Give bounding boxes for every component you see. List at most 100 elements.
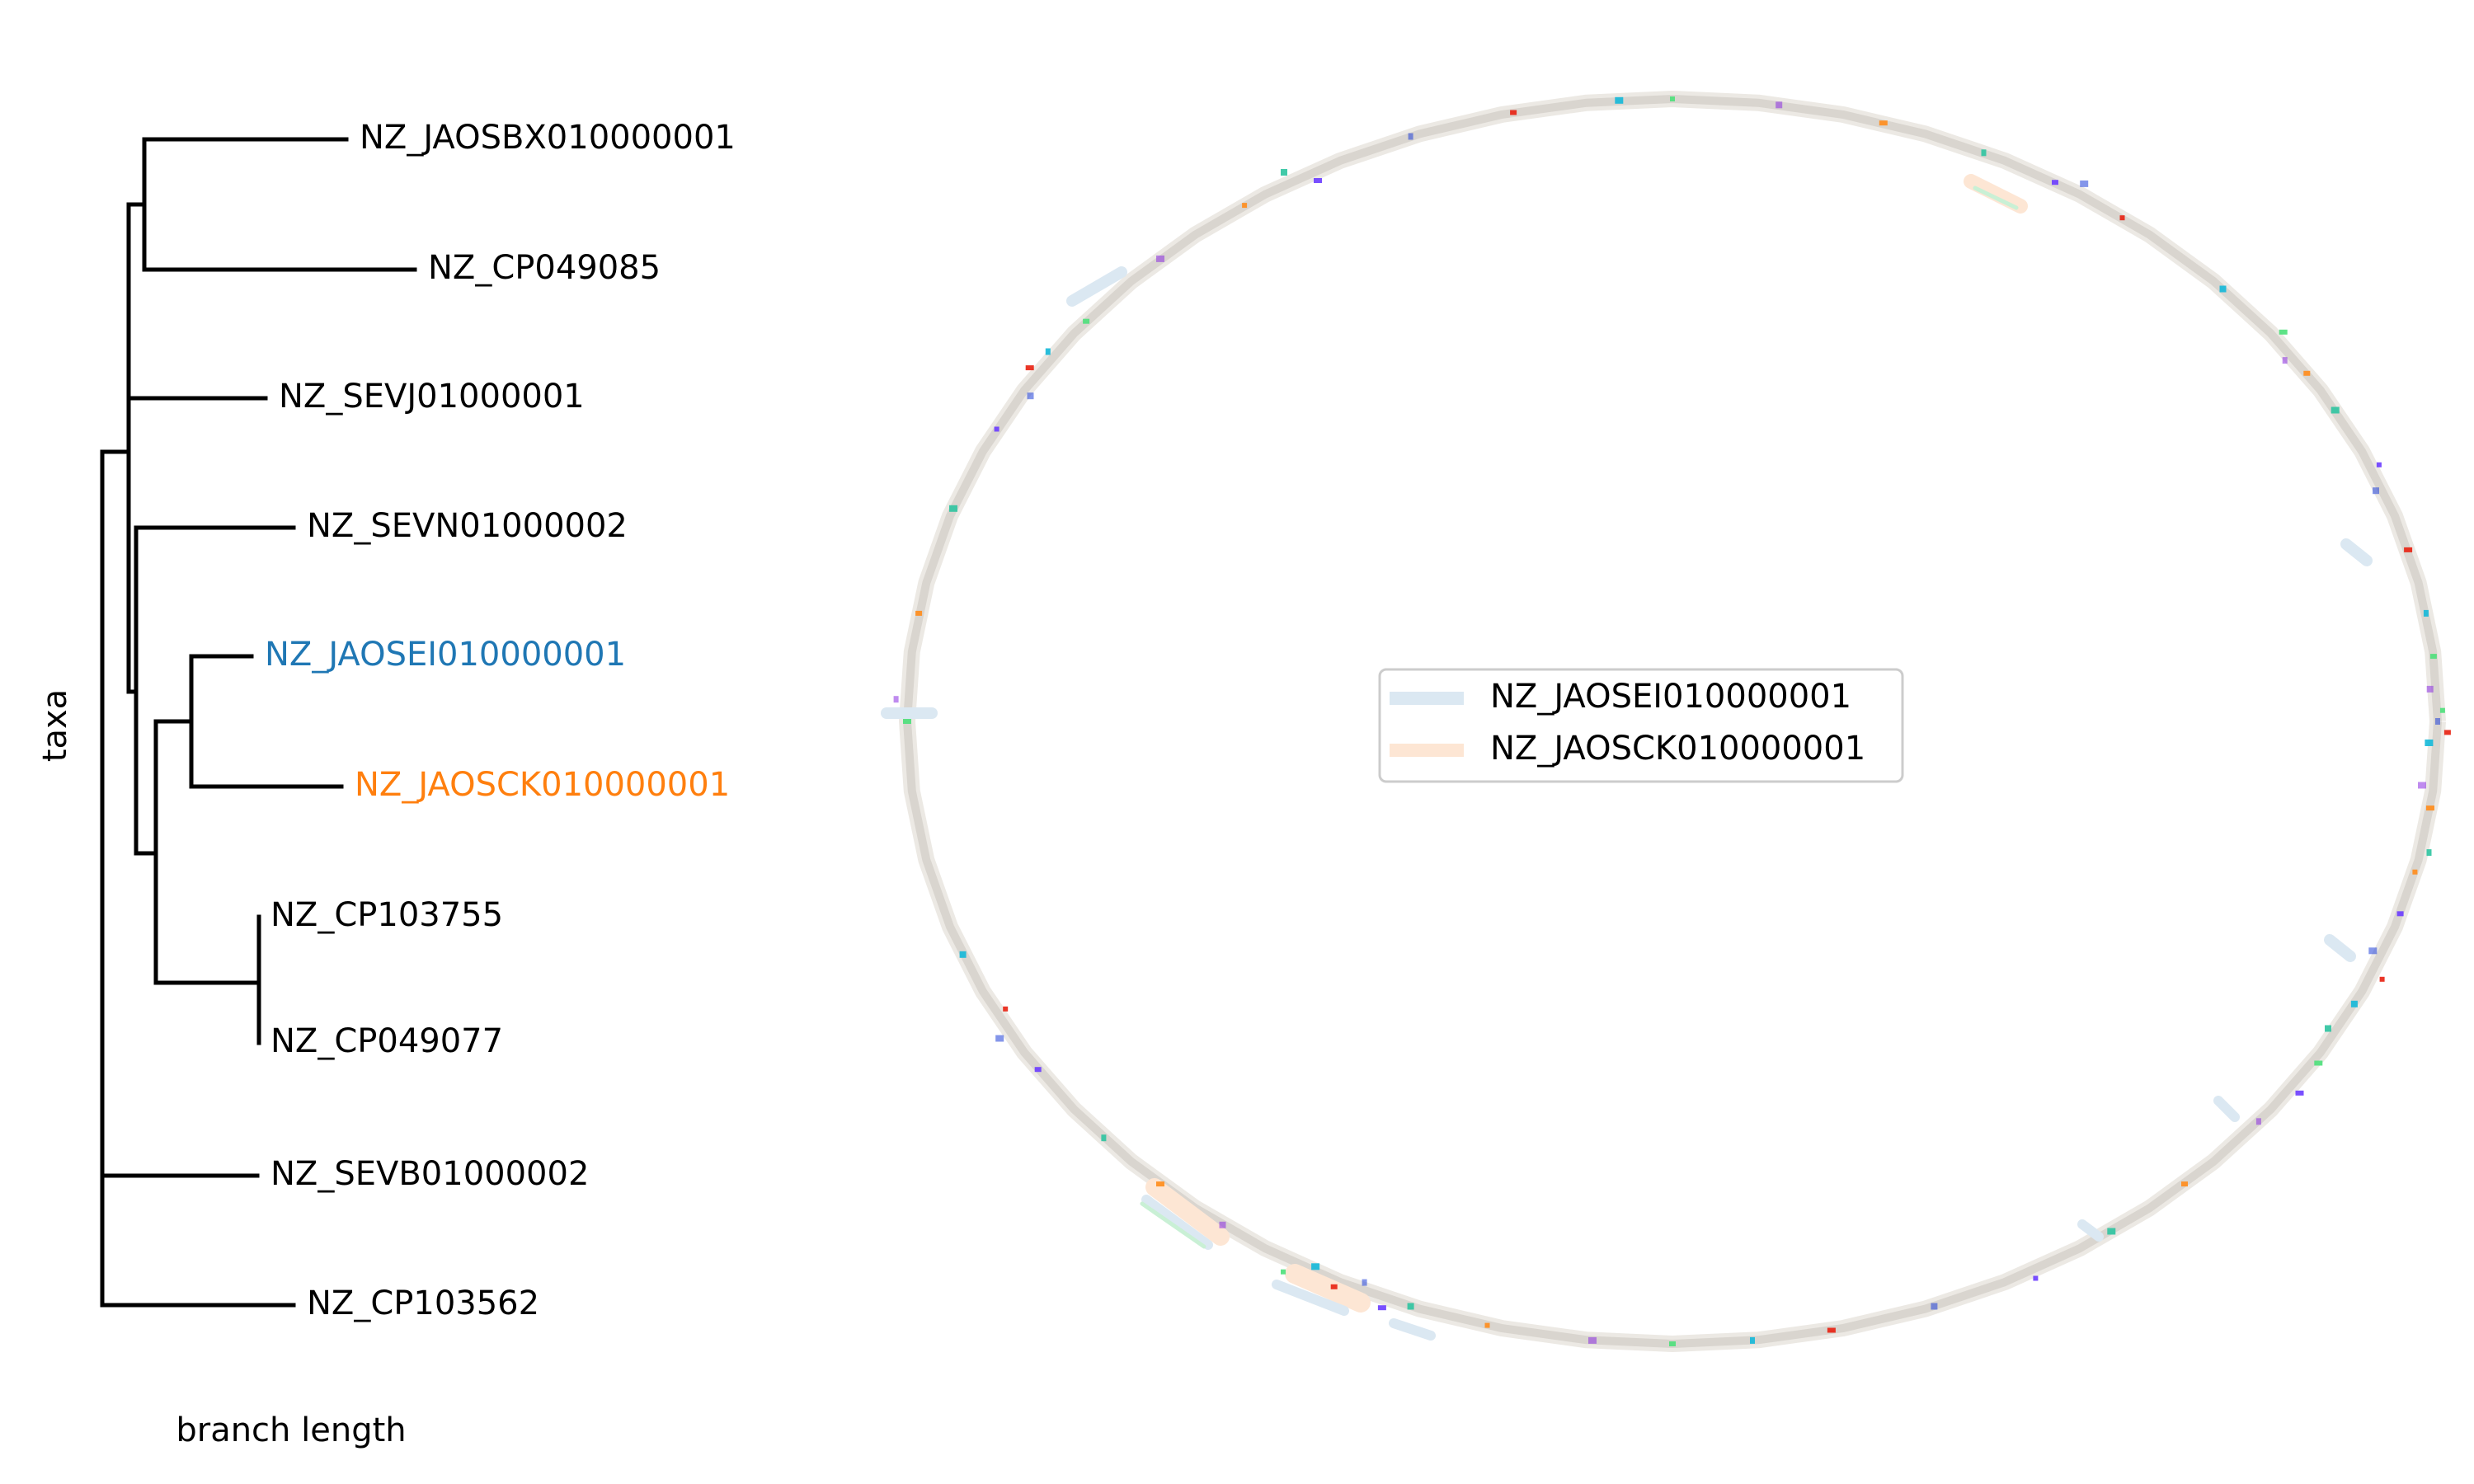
feature-marker [949,505,957,512]
feature-marker [1588,1336,1597,1344]
feature-marker [2331,406,2340,414]
orange-highlight-segment [1964,174,2028,214]
blue-highlight-segment [1066,266,1127,307]
feature-marker [1484,1322,1490,1328]
legend-label: NZ_JAOSCK010000001 [1490,730,1865,768]
tree-x-axis-label: branch length [176,1411,406,1449]
feature-marker [1330,1284,1338,1289]
blue-highlight-segment [2324,934,2356,962]
feature-marker [1311,1263,1320,1270]
blue-highlight-segment [1389,1318,1436,1341]
feature-marker [1025,365,1034,371]
feature-marker [2052,180,2058,186]
green-highlight-segment [1973,186,2019,210]
feature-marker [2439,707,2445,713]
legend-frame [1378,668,1904,783]
feature-marker [2255,1118,2261,1125]
feature-marker [2426,805,2434,811]
feature-marker [1931,1303,1938,1310]
feature-marker [1776,101,1783,109]
orange-highlight-segment [1285,1264,1371,1313]
feature-marker [1101,1134,1107,1142]
blue-highlight-segment [2340,538,2373,566]
feature-marker [2426,685,2434,693]
feature-marker [2404,547,2413,552]
feature-marker [2219,285,2227,293]
feature-marker [994,426,999,432]
tree-y-axis-label: taxa [36,689,74,762]
feature-marker [2314,1060,2323,1066]
blue-highlight-segment [2213,1096,2240,1122]
alignment-highlights [881,174,2373,1341]
feature-marker [1827,1327,1836,1333]
feature-marker [2181,1181,2188,1187]
feature-marker [2373,487,2379,495]
feature-marker [893,696,899,703]
blue-highlight-segment [2077,1219,2104,1242]
feature-marker [915,610,923,616]
green-highlight-segment [1140,1201,1206,1249]
feature-marker [1408,133,1413,140]
feature-marker [2295,1090,2304,1096]
feature-marker [2435,718,2440,725]
feature-marker [1669,1341,1676,1346]
leaf-label: NZ_CP103755 [270,896,503,934]
feature-marker [2396,911,2404,917]
feature-marker [2282,357,2288,364]
phylogenetic-tree: NZ_JAOSBX010000001 NZ_CP049085 NZ_SEVJ01… [36,119,736,1449]
feature-marker [1377,1305,1386,1311]
feature-marker [1003,1006,1009,1012]
leaf-label: NZ_CP049085 [428,249,661,287]
circular-genome-map: NZ_JAOSEI010000001 NZ_JAOSCK010000001 [881,91,2451,1352]
feature-marker [2368,947,2378,955]
feature-marker [2425,740,2434,746]
feature-marker [1281,1269,1286,1275]
leaf-label: NZ_SEVJ01000001 [279,378,585,416]
feature-markers [893,96,2451,1346]
feature-marker [1281,169,1287,176]
feature-marker [2080,180,2089,187]
feature-marker [2279,329,2288,335]
feature-marker [2119,215,2125,221]
leaf-label: NZ_JAOSCK010000001 [355,766,730,804]
leaf-label: NZ_CP103562 [307,1284,539,1322]
feature-marker [903,719,911,724]
feature-marker [1156,1181,1164,1187]
feature-marker [2325,1025,2331,1032]
feature-marker [1083,318,1090,324]
feature-marker [1314,178,1322,183]
leaf-label: NZ_JAOSBX010000001 [360,119,736,157]
feature-marker [1407,1303,1414,1310]
feature-marker [2376,462,2382,467]
legend-label: NZ_JAOSEI010000001 [1490,678,1851,716]
feature-marker [1670,96,1675,101]
feature-marker [1156,255,1164,262]
feature-marker [2418,782,2426,789]
feature-marker [995,1035,1004,1042]
feature-marker [1981,149,1987,157]
feature-marker [2426,849,2432,857]
feature-marker [2412,869,2418,875]
feature-marker [1027,392,1034,400]
feature-marker [1242,203,1248,209]
feature-marker [1219,1221,1226,1228]
leaf-label: NZ_SEVB01000002 [270,1155,589,1193]
blue-highlight-segment [1141,1195,1213,1250]
leaf-label: NZ_JAOSEI010000001 [265,636,626,674]
feature-marker [1615,96,1624,104]
feature-marker [2350,1000,2358,1007]
legend: NZ_JAOSEI010000001 NZ_JAOSCK010000001 [1378,668,1904,783]
feature-marker [1750,1336,1755,1344]
orange-highlight-segment [1145,1178,1230,1246]
feature-marker [2033,1275,2039,1281]
feature-marker [1879,120,1888,126]
feature-marker [2379,976,2385,982]
feature-marker [2429,654,2437,660]
feature-marker [2443,730,2451,735]
feature-marker [2303,370,2311,376]
leaf-label: NZ_CP049077 [270,1022,503,1060]
feature-marker [2423,609,2429,617]
leaf-label: NZ_SEVN01000002 [307,507,628,545]
feature-marker [1034,1067,1042,1073]
